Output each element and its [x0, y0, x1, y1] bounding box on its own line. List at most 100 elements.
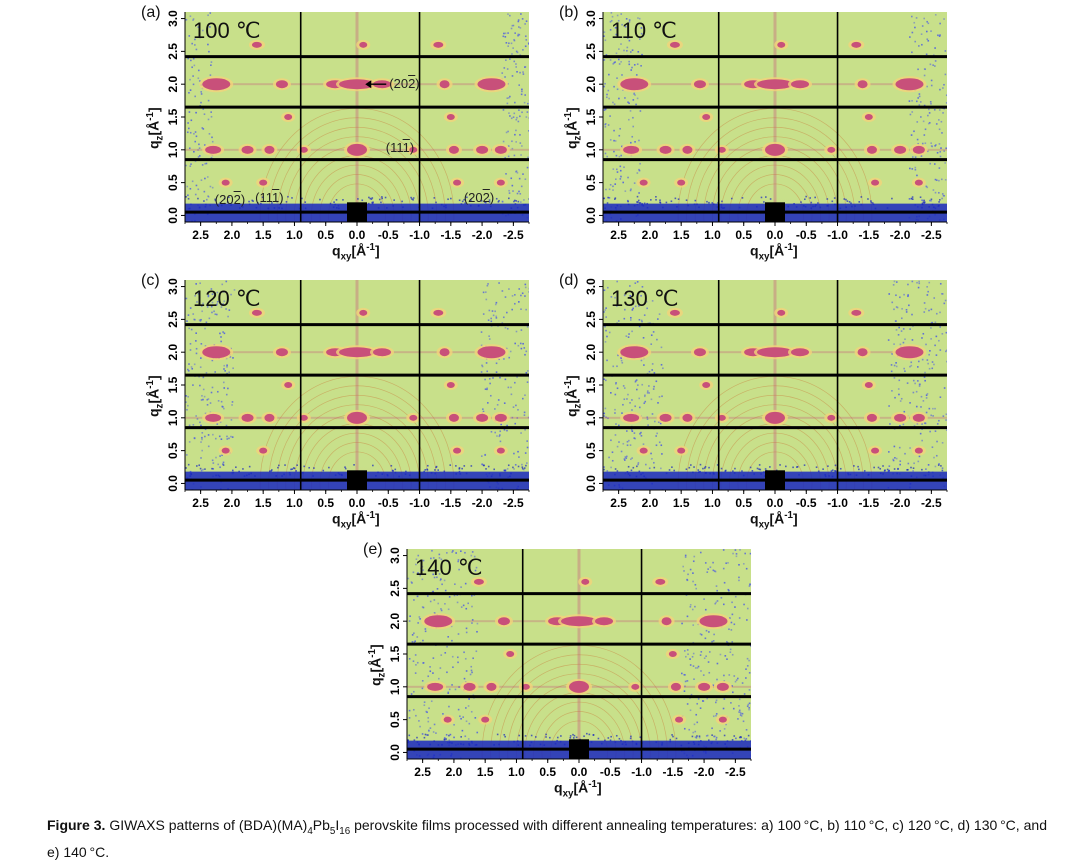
diffraction-spot — [561, 616, 597, 627]
diffraction-spot — [894, 413, 907, 422]
panel-label: (d) — [559, 272, 579, 289]
diffraction-spot — [448, 413, 459, 422]
x-tick-label: -2.5 — [503, 496, 524, 510]
x-tick-label: -0.5 — [378, 228, 399, 242]
diffraction-spot — [857, 80, 868, 89]
y-axis-label: qz[Å-1] — [145, 375, 166, 417]
x-tick-label: -2.5 — [725, 765, 746, 779]
y-tick-label: 3.0 — [584, 278, 598, 295]
x-tick-label: -2.0 — [472, 496, 493, 510]
diffraction-spot — [359, 309, 368, 316]
x-tick-label: 1.5 — [255, 228, 272, 242]
x-tick-label: 0.5 — [735, 228, 752, 242]
diffraction-spot — [424, 615, 453, 628]
x-tick-label: 0.0 — [349, 228, 366, 242]
arrow-head-icon — [365, 80, 372, 89]
diffraction-spot — [895, 346, 924, 359]
caption-text-4: perovskite films processed with differen… — [47, 817, 1047, 860]
diffraction-spot — [359, 41, 368, 48]
y-tick-label: 2.0 — [166, 76, 180, 93]
diffraction-spot — [620, 346, 649, 359]
x-tick-label: -2.0 — [472, 228, 493, 242]
diffraction-spot — [251, 309, 262, 316]
diffraction-spot — [765, 143, 785, 156]
diffraction-spot — [409, 146, 418, 153]
diffraction-spot — [765, 411, 785, 424]
x-tick-label: 1.0 — [704, 496, 721, 510]
diffraction-spot — [659, 413, 672, 422]
giwaxs-plot: 0.00.51.01.52.02.53.02.5 2.0 1.5 1.0 0.5 0.0-… — [584, 278, 948, 510]
diffraction-spot — [827, 146, 836, 153]
diffraction-spot — [453, 179, 462, 186]
diffraction-spot — [481, 716, 490, 723]
diffraction-spot — [427, 682, 444, 691]
panel-label: (a) — [141, 4, 161, 21]
diffraction-spot — [347, 411, 367, 424]
diffraction-spot — [339, 347, 375, 358]
diffraction-spot — [851, 309, 862, 316]
diffraction-spot — [259, 179, 268, 186]
diffraction-spot — [476, 413, 489, 422]
y-tick-label: 0.5 — [166, 442, 180, 459]
diffraction-spot — [682, 413, 693, 422]
y-tick-label: 0.5 — [388, 711, 402, 728]
x-tick-label: 0.0 — [767, 228, 784, 242]
diffraction-spot — [693, 348, 706, 357]
diffraction-spot — [439, 80, 450, 89]
giwaxs-panel-b: 0.0 0.5 1.0 1.5 2.0 2.5 3.0 2.5 2.0 1.5 1.0 0.5 0.0-… — [553, 0, 953, 270]
giwaxs-panel-d: 0.0 0.5 1.0 1.5 2.0 2.5 3.0 2.5 2.0 1.5 1.0 0.5 0.0-… — [553, 268, 953, 538]
diffraction-spot — [433, 309, 444, 316]
diffraction-spot — [299, 414, 308, 421]
diffraction-spot — [476, 145, 489, 154]
x-tick-label: -2.5 — [921, 496, 942, 510]
diffraction-spot — [682, 145, 693, 154]
diffraction-spot — [670, 682, 681, 691]
diffraction-spot — [494, 145, 507, 154]
diffraction-spot — [264, 413, 275, 422]
x-tick-label: -1.0 — [827, 228, 848, 242]
detector-image — [185, 280, 529, 490]
y-tick-label: 0.0 — [584, 207, 598, 224]
diffraction-spot — [477, 346, 506, 359]
diffraction-spot — [347, 143, 367, 156]
caption-sub-1: 4 — [307, 825, 313, 837]
diffraction-spot — [914, 447, 923, 454]
caption-text-2: Pb — [312, 817, 330, 833]
diffraction-spot — [791, 348, 810, 357]
temperature-label: 100 ℃ — [193, 18, 261, 43]
diffraction-spot — [677, 179, 686, 186]
y-tick-label: 1.0 — [584, 409, 598, 426]
x-tick-label: -1.5 — [858, 496, 879, 510]
diffraction-spot — [757, 79, 793, 90]
x-tick-label: -0.5 — [796, 228, 817, 242]
diffraction-spot — [202, 78, 231, 91]
caption-text-3: I — [335, 817, 340, 833]
diffraction-spot — [757, 347, 793, 358]
diffraction-spot — [623, 145, 640, 154]
diffraction-spot — [718, 716, 727, 723]
y-tick-label: 0.0 — [584, 475, 598, 492]
diffraction-spot — [864, 114, 873, 120]
x-tick-label: 0.5 — [317, 496, 334, 510]
diffraction-spot — [655, 578, 666, 585]
diffraction-spot — [669, 41, 680, 48]
detector-image — [603, 12, 947, 222]
y-tick-label: 2.0 — [388, 613, 402, 630]
y-tick-label: 3.0 — [584, 10, 598, 27]
y-tick-label: 1.5 — [584, 108, 598, 125]
y-tick-label: 1.5 — [166, 376, 180, 393]
y-axis-label: qz[Å-1] — [145, 107, 166, 149]
diffraction-spot — [894, 145, 907, 154]
diffraction-spot — [693, 80, 706, 89]
miller-index-annotation: (111) — [255, 190, 284, 206]
diffraction-spot — [717, 146, 726, 153]
giwaxs-plot: 0.00.51.01.52.02.53.02.5 2.0 1.5 1.0 0.5 0.0-… — [584, 10, 948, 242]
diffraction-spot — [777, 309, 786, 316]
diffraction-spot — [339, 79, 375, 90]
diffraction-spot — [620, 78, 649, 91]
diffraction-spot — [241, 145, 254, 154]
x-tick-label: -1.0 — [631, 765, 652, 779]
y-tick-label: 1.0 — [584, 141, 598, 158]
diffraction-spot — [569, 680, 589, 693]
diffraction-spot — [275, 80, 288, 89]
